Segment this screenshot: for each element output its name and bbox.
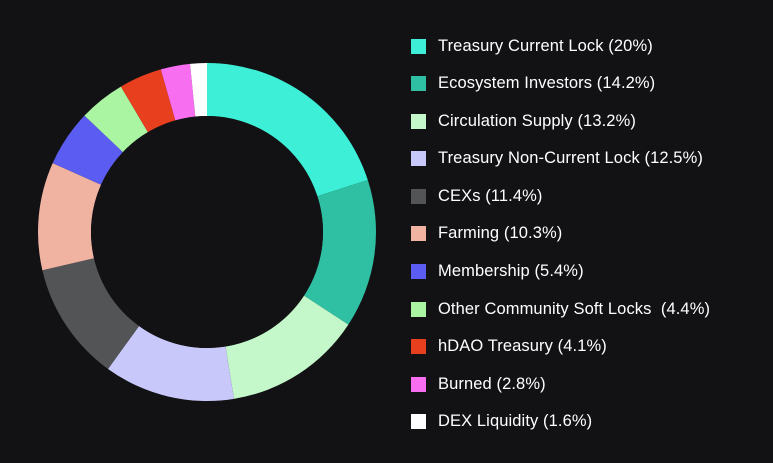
donut-slice	[225, 295, 349, 399]
legend-label: Treasury Non-Current Lock (12.5%)	[438, 149, 703, 168]
legend-item: CEXs (11.4%)	[411, 184, 761, 208]
legend-swatch	[411, 339, 426, 355]
donut-slice	[207, 63, 368, 197]
legend-label: Circulation Supply (13.2%)	[438, 111, 636, 130]
legend-swatch	[411, 301, 426, 317]
donut-slice	[84, 86, 148, 153]
donut-slice	[190, 63, 207, 117]
donut-hole	[91, 116, 323, 348]
donut-slice	[42, 258, 140, 369]
legend-label: Farming (10.3%)	[438, 224, 563, 243]
donut-chart-svg	[38, 63, 377, 401]
legend-swatch	[411, 414, 426, 430]
legend-swatch	[411, 226, 426, 242]
legend-swatch	[411, 38, 426, 54]
legend-swatch	[411, 151, 426, 167]
donut-slice	[52, 115, 123, 185]
legend-swatch	[411, 376, 426, 392]
legend-item: Treasury Current Lock (20%)	[411, 34, 761, 58]
donut-slice	[108, 326, 234, 401]
legend-label: Other Community Soft Locks (4.4%)	[438, 299, 711, 318]
legend-label: hDAO Treasury (4.1%)	[438, 337, 607, 356]
legend-swatch	[411, 188, 426, 204]
donut-chart	[38, 63, 377, 401]
donut-slice	[160, 63, 196, 121]
donut-slice	[304, 179, 377, 325]
legend-label: Ecosystem Investors (14.2%)	[438, 74, 656, 93]
legend-item: Treasury Non-Current Lock (12.5%)	[411, 147, 761, 171]
donut-slice	[38, 163, 102, 271]
legend-item: Burned (2.8%)	[411, 372, 761, 396]
legend-label: Treasury Current Lock (20%)	[438, 36, 653, 55]
legend-item: DEX Liquidity (1.6%)	[411, 410, 761, 434]
legend-swatch	[411, 113, 426, 129]
legend-item: Membership (5.4%)	[411, 260, 761, 284]
legend-item: Ecosystem Investors (14.2%)	[411, 72, 761, 96]
legend-item: hDAO Treasury (4.1%)	[411, 335, 761, 359]
legend-label: CEXs (11.4%)	[438, 186, 543, 205]
legend-label: Burned (2.8%)	[438, 374, 546, 393]
legend-swatch	[411, 76, 426, 92]
legend-item: Other Community Soft Locks (4.4%)	[411, 297, 761, 321]
legend-swatch	[411, 264, 426, 280]
legend-item: Circulation Supply (13.2%)	[411, 109, 761, 133]
donut-slice	[120, 69, 176, 133]
legend-label: DEX Liquidity (1.6%)	[438, 412, 593, 431]
legend-label: Membership (5.4%)	[438, 262, 584, 281]
legend-item: Farming (10.3%)	[411, 222, 761, 246]
chart-legend: Treasury Current Lock (20%) Ecosystem In…	[411, 34, 761, 448]
